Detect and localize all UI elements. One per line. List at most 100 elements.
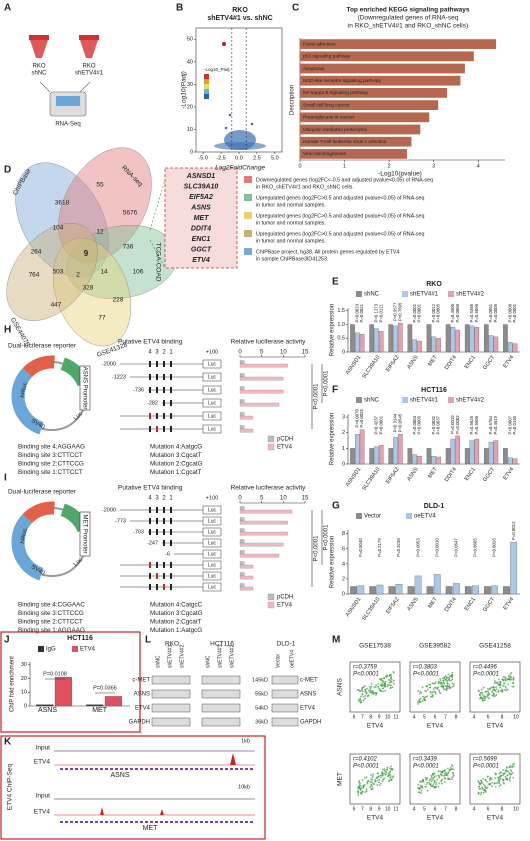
y-tick-label: 2 [342, 576, 345, 582]
scatter-decoration [492, 693, 495, 696]
scatter-decoration [377, 683, 380, 685]
luc-label: Luc [208, 518, 217, 524]
p-value: P=0.0545 [397, 413, 402, 432]
scatter-decoration [369, 781, 372, 784]
bar [431, 456, 437, 465]
scatter-decoration [441, 782, 443, 785]
binding-title: Putative ETV4 binding [118, 339, 183, 346]
binding-site [163, 387, 165, 393]
scatter-decoration [433, 772, 436, 775]
x-tick-label: 10 [280, 350, 287, 356]
bar [239, 399, 245, 403]
scatter-decoration [448, 685, 451, 688]
legend-swatch [356, 291, 362, 297]
y-tick-label: 30 [187, 82, 193, 88]
scatter-decoration [386, 685, 389, 688]
scatter-decoration [504, 775, 507, 778]
legend-swatch [204, 79, 209, 84]
x-tick-label: 8 [369, 714, 372, 720]
scatter-decoration [371, 776, 374, 779]
scatter-decoration [434, 783, 437, 786]
y-tick-label: 3 [342, 415, 345, 421]
scatter-decoration [420, 786, 423, 789]
scatter-decoration [504, 689, 506, 691]
scatter-decoration [435, 775, 437, 777]
scatter-decoration [507, 674, 510, 677]
bar [369, 586, 377, 595]
r-value: r=0.4496 [473, 665, 498, 671]
scatter-decoration [432, 777, 435, 780]
scatter-decoration [360, 792, 362, 794]
p-value: P=0.4619 [493, 415, 498, 434]
scatter-decoration [373, 692, 375, 695]
scatter-decoration [421, 700, 424, 702]
site-number: 2 [162, 350, 166, 356]
x-tick-label: 4 [477, 163, 480, 169]
chart-title: HCT116 [421, 387, 447, 394]
bar [426, 586, 434, 595]
scatter-decoration [482, 777, 485, 780]
scatter-decoration [357, 789, 360, 792]
legend-label: ETV4 [277, 445, 293, 451]
bar [474, 438, 480, 465]
bar [239, 402, 280, 407]
count-label: 14 [100, 269, 108, 276]
scatter-decoration [371, 691, 374, 694]
y-tick-label: 20 [187, 104, 193, 110]
binding-site [149, 387, 151, 393]
bar [239, 583, 245, 587]
bar [491, 585, 498, 595]
p-value: P=0.0032 [431, 415, 436, 434]
scatter-decoration [386, 768, 388, 771]
protein-label: GAPDH [129, 720, 150, 726]
legend-swatch [72, 646, 78, 652]
scatter-decoration [425, 783, 428, 786]
bar [388, 448, 394, 465]
y-tick-label: 10 [187, 127, 193, 133]
scatter-decoration [452, 775, 455, 778]
lane-label: Vector [275, 653, 281, 668]
scatter-decoration [388, 779, 391, 782]
scatter-decoration [424, 695, 427, 698]
scatter-decoration [421, 686, 424, 689]
scatter-decoration [374, 780, 377, 783]
scatter-decoration [369, 786, 372, 788]
scatter-decoration [497, 690, 500, 692]
scatter-decoration [357, 794, 360, 797]
scatter-decoration [452, 685, 455, 687]
binding-site [170, 529, 172, 535]
bar [239, 412, 245, 416]
scatter-decoration [488, 693, 491, 696]
luc-label: Luc [208, 426, 217, 432]
bar [300, 100, 439, 110]
scatter-decoration [484, 790, 486, 792]
x-axis-label: ETV4 [427, 723, 444, 730]
binding-site [170, 507, 172, 513]
scatter-decoration [498, 785, 501, 787]
gene-label: ENC1 [192, 236, 211, 243]
scatter-decoration [365, 790, 368, 793]
scatter-decoration [385, 771, 388, 774]
category-label: Small cell lung cancer [303, 102, 350, 108]
p-value: P=0.5625 [469, 415, 474, 434]
scatter-decoration [379, 774, 382, 777]
scatter-decoration [447, 678, 450, 681]
scatter-decoration [389, 687, 392, 690]
p-value: P=0.0366 [93, 685, 117, 691]
scatter-decoration [487, 692, 490, 694]
scatter-decoration [383, 768, 386, 771]
scatter-decoration [367, 780, 370, 782]
p-value: P=0.0009 [493, 303, 498, 322]
scatter-decoration [512, 677, 515, 680]
bar [488, 441, 494, 465]
element-label: hRluc [20, 528, 29, 544]
promoter-box [79, 511, 91, 557]
scatter-decoration [508, 772, 511, 775]
x-axis-label: -Log10(pvalue) [378, 171, 422, 178]
scatter-decoration [426, 789, 429, 792]
site-number: 4 [148, 350, 152, 356]
binding-site [156, 573, 158, 579]
scatter-decoration [505, 769, 508, 772]
legend-swatch [448, 397, 454, 403]
scatter-decoration [420, 789, 423, 792]
